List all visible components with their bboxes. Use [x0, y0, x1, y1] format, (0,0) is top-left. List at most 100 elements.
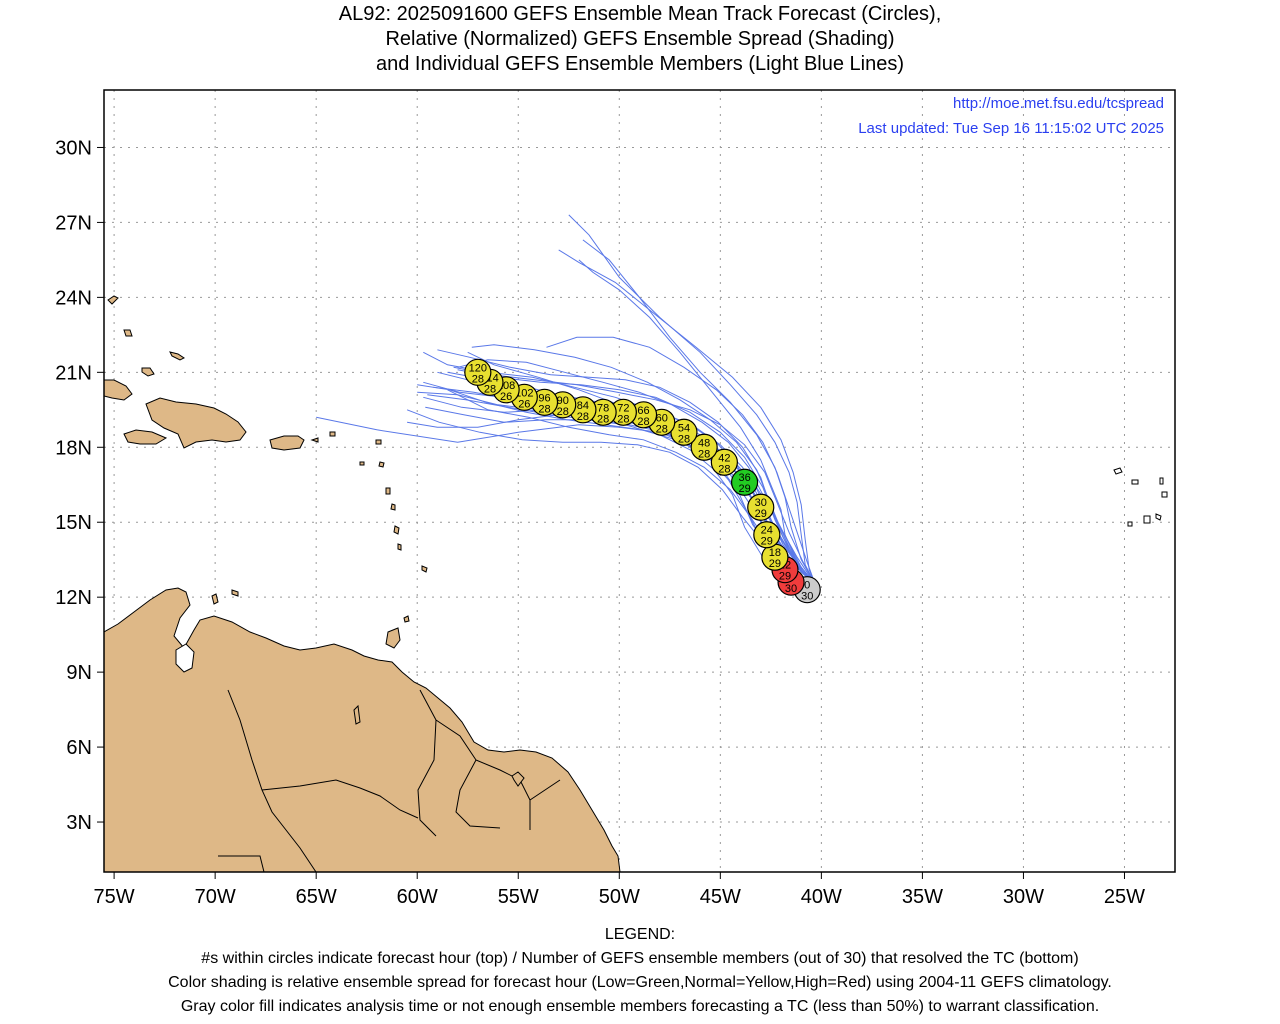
legend-line-2: Color shading is relative ensemble sprea…: [168, 974, 1112, 991]
forecast-hour-label: 66: [637, 405, 649, 417]
forecast-hour-label: 120: [469, 362, 487, 374]
member-count-label: 28: [597, 413, 609, 425]
member-count-label: 29: [755, 508, 767, 520]
member-count-label: 28: [698, 448, 710, 460]
forecast-hour-label: 0: [804, 580, 810, 592]
member-count-label: 28: [484, 383, 496, 395]
lon-tick-label: 25W: [1104, 886, 1145, 908]
jamaica: [123, 429, 168, 445]
forecast-hour-label: 36: [738, 472, 750, 484]
plot-frame: [103, 89, 1176, 873]
track-circle: [464, 358, 492, 386]
member-count-label: 26: [500, 391, 512, 403]
trinidad: [385, 627, 401, 649]
south-america-land: [104, 587, 621, 872]
lon-tick-label: 60W: [397, 886, 438, 908]
lat-tick-label: 9N: [66, 662, 92, 684]
lat-tick-label: 6N: [66, 737, 92, 759]
lon-tick-label: 75W: [94, 886, 135, 908]
lat-tick-label: 30N: [55, 137, 92, 159]
member-track-line: [558, 249, 816, 585]
forecast-hour-label: 60: [656, 412, 668, 424]
lon-tick-label: 40W: [801, 886, 842, 908]
lake-maracaibo: [175, 643, 195, 673]
member-track-line: [568, 214, 816, 585]
lon-tick-label: 70W: [195, 886, 236, 908]
member-count-label: 28: [472, 373, 484, 385]
title-line-1: AL92: 2025091600 GEFS Ensemble Mean Trac…: [338, 3, 942, 25]
member-track-line: [471, 344, 816, 586]
mean-track-circles: 0306301229182924293029362942284828542860…: [464, 358, 821, 604]
forecast-hour-label: 48: [698, 437, 710, 449]
forecast-hour-label: 72: [617, 402, 629, 414]
member-track-line: [582, 239, 816, 585]
lat-tick-label: 3N: [66, 812, 92, 834]
forecast-hour-label: 24: [761, 525, 773, 537]
track-circle: [710, 448, 738, 476]
forecast-hour-label: 84: [577, 400, 589, 412]
forecast-hour-label: 78: [597, 402, 609, 414]
cuba-east: [104, 379, 133, 401]
forecast-hour-label: 42: [718, 452, 730, 464]
small-islands: [107, 295, 525, 787]
track-circle: [753, 521, 781, 549]
lat-tick-label: 27N: [55, 212, 92, 234]
member-count-label: 29: [761, 536, 773, 548]
lat-tick-label: 15N: [55, 512, 92, 534]
member-count-label: 28: [718, 463, 730, 475]
credit-updated: Last updated: Tue Sep 16 11:15:02 UTC 20…: [858, 120, 1164, 137]
track-circle: [747, 493, 775, 521]
credit-url[interactable]: http://moe.met.fsu.edu/tcspread: [953, 95, 1164, 112]
member-count-label: 29: [779, 571, 791, 583]
lon-tick-label: 65W: [296, 886, 337, 908]
member-count-label: 28: [678, 433, 690, 445]
legend-line-3: Gray color fill indicates analysis time …: [180, 998, 1100, 1015]
axes: 75W 70W 65W 60W 55W 50W 45W 40W 35W 30W 25W 3N 6N 9N 1…: [55, 137, 1145, 908]
lat-tick-label: 21N: [55, 362, 92, 384]
forecast-hour-label: 18: [769, 547, 781, 559]
member-track-line: [457, 369, 816, 586]
puerto-rico: [269, 435, 305, 451]
member-count-label: 28: [617, 413, 629, 425]
member-count-label: 28: [538, 403, 550, 415]
land-masses: [104, 295, 1168, 872]
track-circle: [730, 468, 759, 496]
member-count-label: 28: [577, 411, 589, 423]
member-count-label: 30: [785, 583, 797, 595]
member-count-label: 29: [738, 483, 750, 495]
forecast-hour-label: 30: [755, 497, 767, 509]
member-count-label: 30: [801, 591, 813, 603]
member-track-line: [453, 366, 816, 585]
cape-verde-islands: [1113, 467, 1168, 527]
track-circle: [670, 418, 698, 446]
forecast-hour-label: 90: [557, 395, 569, 407]
forecast-hour-label: 54: [678, 422, 690, 434]
title-line-2: Relative (Normalized) GEFS Ensemble Spre…: [385, 28, 895, 50]
member-count-label: 29: [769, 558, 781, 570]
forecast-hour-label: 96: [538, 392, 550, 404]
lon-tick-label: 35W: [902, 886, 943, 908]
forecast-hour-label: 102: [515, 387, 533, 399]
hispaniola: [145, 397, 247, 449]
legend-line-1: #s within circles indicate forecast hour…: [201, 950, 1079, 967]
member-count-label: 28: [656, 423, 668, 435]
lon-tick-label: 45W: [700, 886, 741, 908]
lat-tick-label: 12N: [55, 587, 92, 609]
legend-heading: LEGEND:: [604, 926, 676, 943]
lon-tick-label: 55W: [498, 886, 539, 908]
title-line-3: and Individual GEFS Ensemble Members (Li…: [375, 53, 905, 75]
chart-title: AL92: 2025091600 GEFS Ensemble Mean Trac…: [0, 2, 1280, 77]
